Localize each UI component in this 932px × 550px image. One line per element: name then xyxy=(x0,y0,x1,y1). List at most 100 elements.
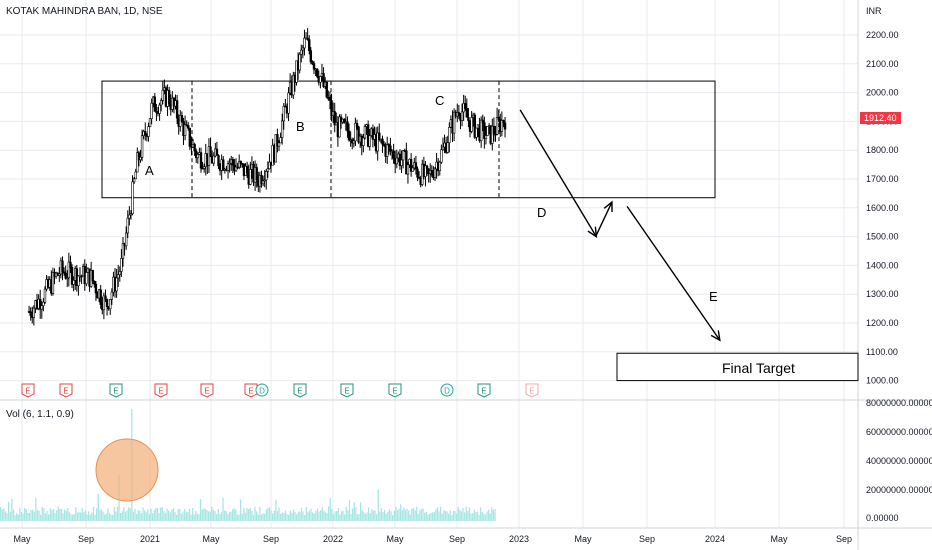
symbol-legend[interactable]: KOTAK MAHINDRA BAN, 1D, NSE xyxy=(6,6,163,17)
earnings-marker-icon[interactable]: E xyxy=(154,383,168,398)
candle-body xyxy=(91,270,94,282)
dividend-marker-icon[interactable]: D xyxy=(440,383,454,397)
volume-bar xyxy=(195,510,197,521)
volume-bar xyxy=(318,511,320,521)
projection-arrow-up[interactable] xyxy=(595,201,613,236)
volume-bar xyxy=(112,514,114,521)
candle-body xyxy=(486,126,489,136)
volume-bar xyxy=(313,513,315,521)
volume-bar xyxy=(72,514,74,521)
volume-bar xyxy=(412,507,415,521)
volume-tick-label: 80000000.00000 xyxy=(866,398,932,408)
volume-bar xyxy=(104,514,106,521)
volume-bar xyxy=(209,511,211,521)
volume-bar xyxy=(140,513,143,521)
candle-body xyxy=(308,39,311,52)
projection-arrow-up-head xyxy=(603,200,613,213)
candle-body xyxy=(80,275,83,278)
projection-arrow-down-1-head xyxy=(587,226,598,238)
candle-body xyxy=(161,89,164,101)
volume-bar xyxy=(169,512,171,521)
volume-bar xyxy=(206,510,208,521)
volume-bar xyxy=(272,513,274,521)
last-price-tag: 1912.40 xyxy=(860,112,901,124)
candle-body xyxy=(105,299,109,307)
projection-arrow-down-2[interactable] xyxy=(626,205,721,341)
volume-bar xyxy=(94,514,96,521)
final-target-box[interactable] xyxy=(616,352,859,382)
volume-bar xyxy=(24,507,26,521)
volume-bar xyxy=(88,511,90,521)
volume-bar xyxy=(147,509,149,521)
earnings-marker-icon[interactable]: E xyxy=(525,383,539,398)
volume-bar xyxy=(492,509,495,521)
volume-highlight-circle[interactable] xyxy=(95,438,159,502)
volume-bar xyxy=(193,514,195,521)
marker-shape xyxy=(340,383,354,398)
dividend-marker-icon[interactable]: D xyxy=(255,383,269,397)
range-box[interactable] xyxy=(101,80,716,199)
candle-body xyxy=(276,134,279,147)
volume-bar xyxy=(219,513,221,521)
volume-bar xyxy=(267,507,269,521)
volume-bar xyxy=(6,513,8,521)
earnings-marker-icon[interactable]: E xyxy=(200,383,214,398)
candle-body xyxy=(124,232,128,247)
volume-bar xyxy=(211,506,213,521)
marker-letter: E xyxy=(25,387,30,396)
candle-body xyxy=(354,122,357,142)
candle-body xyxy=(265,171,268,181)
marker-letter: E xyxy=(63,387,68,396)
volume-bar xyxy=(379,511,381,521)
candle-body xyxy=(217,155,220,167)
candle-body xyxy=(42,301,45,306)
time-tick-label: May xyxy=(202,534,220,544)
candle-body xyxy=(381,138,384,145)
candle-body xyxy=(414,162,418,170)
volume-bar xyxy=(337,508,339,521)
earnings-marker-icon[interactable]: E xyxy=(59,383,73,398)
marker-shape xyxy=(293,383,307,398)
volume-bar xyxy=(160,507,162,521)
price-tick-label: 2000.00 xyxy=(866,88,899,98)
volume-bar xyxy=(161,507,163,521)
candle-body xyxy=(473,114,476,138)
time-tick-label: May xyxy=(386,534,404,544)
candle-body xyxy=(187,125,190,129)
volume-bar xyxy=(396,510,399,521)
volume-bar xyxy=(52,509,55,521)
candle-body xyxy=(312,63,316,70)
volume-bar xyxy=(225,510,227,521)
candle-body xyxy=(120,258,123,272)
candle-body xyxy=(167,90,171,104)
projection-arrow-down-1[interactable] xyxy=(519,109,597,237)
earnings-marker-icon[interactable]: E xyxy=(21,383,35,398)
volume-bar xyxy=(89,514,91,521)
volume-bar xyxy=(164,512,167,521)
earnings-marker-icon[interactable]: E xyxy=(244,383,258,398)
volume-bar xyxy=(316,508,319,521)
volume-bar xyxy=(192,508,194,521)
candle-body xyxy=(497,117,500,120)
candle-body xyxy=(67,261,71,279)
volume-legend[interactable]: Vol (6, 1.1, 0.9) xyxy=(6,409,74,420)
earnings-marker-icon[interactable]: E xyxy=(109,383,123,398)
volume-bar xyxy=(121,511,123,521)
earnings-marker-icon[interactable]: E xyxy=(340,383,354,398)
volume-bar xyxy=(275,499,277,521)
earnings-marker-icon[interactable]: E xyxy=(388,383,402,398)
marker-shape xyxy=(200,383,214,398)
volume-bar xyxy=(126,510,128,521)
earnings-marker-icon[interactable]: E xyxy=(477,383,491,398)
time-tick-label: May xyxy=(574,534,592,544)
candle-body xyxy=(448,127,451,144)
candle-body xyxy=(231,159,235,166)
wave-label-e: E xyxy=(709,289,718,304)
candle-body xyxy=(136,152,139,173)
volume-bar xyxy=(70,514,72,521)
volume-bar xyxy=(41,507,43,521)
earnings-marker-icon[interactable]: E xyxy=(293,383,307,398)
volume-bar xyxy=(408,510,410,521)
volume-bar xyxy=(457,507,459,521)
